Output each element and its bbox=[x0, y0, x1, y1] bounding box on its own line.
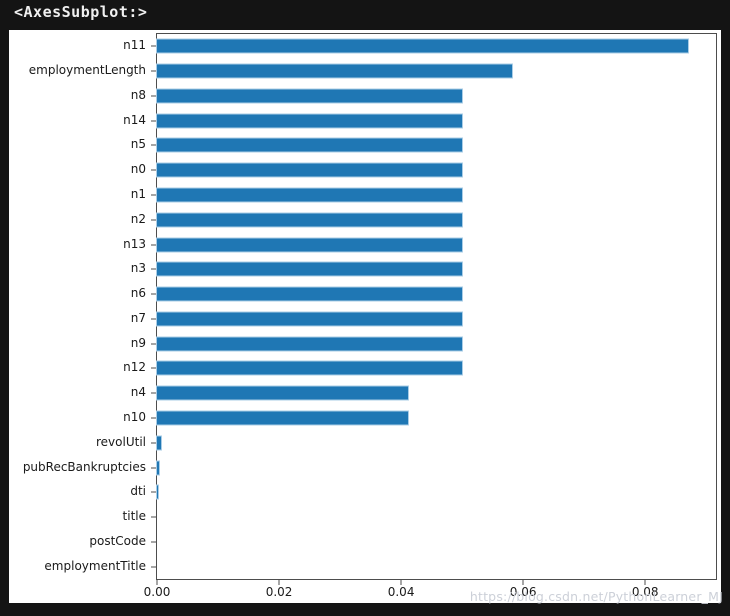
y-tick-label: n10 bbox=[123, 409, 146, 424]
y-tick-mark bbox=[151, 467, 156, 469]
bar-n0 bbox=[157, 163, 463, 177]
y-tick-label: n3 bbox=[130, 261, 146, 276]
axes-subplot-repr-text: <AxesSubplot:> bbox=[14, 3, 148, 21]
y-tick-mark bbox=[151, 268, 156, 270]
x-tick-label: 0.08 bbox=[631, 585, 659, 599]
bar-n13 bbox=[157, 238, 463, 252]
bar-n8 bbox=[157, 89, 463, 103]
y-tick-label: postCode bbox=[89, 533, 146, 548]
y-axis: n11 employmentLength n8 n14 n5 n0 n1 n2 n13 n3 n6 n… bbox=[9, 33, 156, 578]
matplotlib-figure: n11 employmentLength n8 n14 n5 n0 n1 n2 n13 n3 n6 n… bbox=[9, 30, 721, 603]
x-tick-mark bbox=[522, 580, 524, 585]
bar-n7 bbox=[157, 312, 463, 326]
y-tick-mark bbox=[151, 516, 156, 518]
y-tick-label: pubRecBankruptcies bbox=[22, 459, 146, 474]
x-tick-label: 0.06 bbox=[509, 585, 537, 599]
bar-revolUtil bbox=[157, 436, 161, 450]
y-tick-label: n0 bbox=[130, 162, 146, 177]
y-tick-label: n1 bbox=[130, 187, 146, 202]
y-tick-mark bbox=[151, 491, 156, 493]
bar-n2 bbox=[157, 213, 463, 227]
y-tick-label: employmentLength bbox=[28, 63, 146, 78]
x-tick-mark bbox=[400, 580, 402, 585]
y-tick-label: revolUtil bbox=[96, 434, 146, 449]
y-tick-mark bbox=[151, 318, 156, 320]
x-tick-label: 0.02 bbox=[265, 585, 293, 599]
y-tick-label: n11 bbox=[123, 38, 146, 53]
bar-n3 bbox=[157, 262, 463, 276]
y-tick-label: employmentTitle bbox=[44, 558, 146, 573]
y-tick-label: n5 bbox=[130, 137, 146, 152]
csdn-watermark: https://blog.csdn.net/PythonLearner_MJ bbox=[469, 589, 723, 604]
bar-n4 bbox=[157, 386, 409, 400]
bar-n14 bbox=[157, 114, 463, 128]
bar-n11 bbox=[157, 39, 688, 53]
x-tick-mark bbox=[278, 580, 280, 585]
y-tick-mark bbox=[151, 367, 156, 369]
y-tick-label: n9 bbox=[130, 335, 146, 350]
y-tick-mark bbox=[151, 293, 156, 295]
x-tick-label: 0.04 bbox=[387, 585, 415, 599]
y-tick-label: n8 bbox=[130, 87, 146, 102]
y-tick-label: n4 bbox=[130, 385, 146, 400]
bar-n5 bbox=[157, 138, 463, 152]
y-tick-mark bbox=[151, 343, 156, 345]
y-tick-label: n13 bbox=[123, 236, 146, 251]
y-tick-mark bbox=[151, 169, 156, 171]
y-tick-mark bbox=[151, 417, 156, 419]
y-tick-mark bbox=[151, 392, 156, 394]
x-tick-label: 0.00 bbox=[143, 585, 171, 599]
bar-n10 bbox=[157, 411, 409, 425]
y-tick-mark bbox=[151, 194, 156, 196]
x-tick-mark bbox=[156, 580, 158, 585]
bar-pubRecBankruptcies bbox=[157, 461, 160, 475]
y-tick-mark bbox=[151, 95, 156, 97]
y-tick-label: n14 bbox=[123, 112, 146, 127]
bar-employmentLength bbox=[157, 64, 513, 78]
y-tick-mark bbox=[151, 219, 156, 221]
y-tick-mark bbox=[151, 442, 156, 444]
y-tick-label: n6 bbox=[130, 286, 146, 301]
y-tick-mark bbox=[151, 120, 156, 122]
bar-dti bbox=[157, 485, 159, 499]
y-tick-label: n2 bbox=[130, 211, 146, 226]
y-tick-label: title bbox=[122, 509, 146, 524]
y-tick-mark bbox=[151, 144, 156, 146]
y-tick-label: dti bbox=[130, 484, 146, 499]
y-tick-label: n7 bbox=[130, 310, 146, 325]
bar-n12 bbox=[157, 361, 463, 375]
y-tick-mark bbox=[151, 45, 156, 47]
plot-area: 0.00 0.02 0.04 0.06 0.08 bbox=[144, 33, 717, 598]
bar-n6 bbox=[157, 287, 463, 301]
bar-n1 bbox=[157, 188, 463, 202]
y-tick-mark bbox=[151, 566, 156, 568]
bar-n9 bbox=[157, 337, 463, 351]
x-tick-mark bbox=[644, 580, 646, 585]
y-tick-mark bbox=[151, 541, 156, 543]
y-tick-label: n12 bbox=[123, 360, 146, 375]
y-tick-mark bbox=[151, 244, 156, 246]
y-tick-mark bbox=[151, 70, 156, 72]
